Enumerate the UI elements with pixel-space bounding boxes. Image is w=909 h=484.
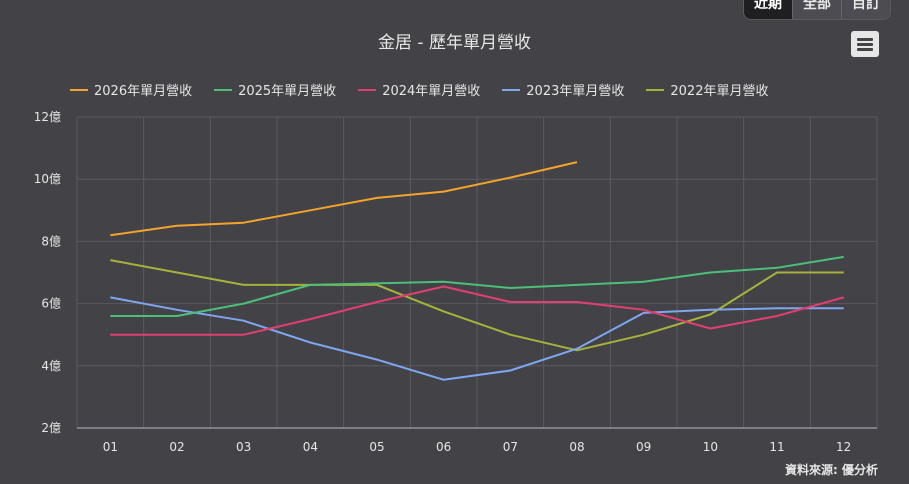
series-line-2024年單月營收	[110, 285, 844, 336]
x-tick-label: 06	[436, 440, 451, 454]
x-tick-label: 07	[503, 440, 518, 454]
tab-recent[interactable]: 近期	[744, 0, 792, 19]
x-tick-label: 11	[769, 440, 784, 454]
x-tick-label: 09	[636, 440, 651, 454]
y-tick-label: 4億	[41, 359, 61, 373]
legend-label: 2022年單月營收	[670, 84, 769, 99]
legend-item[interactable]: 2022年單月營收	[646, 80, 768, 99]
x-tick-label: 03	[236, 440, 251, 454]
series-line-2026年單月營收	[110, 161, 578, 237]
legend-item[interactable]: 2025年單月營收	[214, 80, 336, 99]
hamburger-menu-icon[interactable]	[851, 31, 879, 57]
legend-swatch	[358, 88, 377, 91]
legend-swatch	[214, 88, 233, 91]
legend-swatch	[70, 88, 88, 91]
x-tick-label: 12	[836, 440, 851, 454]
legend-label: 2026年單月營收	[94, 84, 193, 99]
y-tick-label: 2億	[41, 421, 61, 435]
legend-label: 2023年單月營收	[526, 84, 625, 99]
legend-item[interactable]: 2024年單月營收	[358, 80, 480, 99]
legend-label: 2025年單月營收	[238, 84, 337, 99]
x-tick-label: 04	[303, 440, 318, 454]
series-line-2022年單月營收	[110, 259, 844, 352]
x-tick-label: 08	[569, 440, 584, 454]
legend-label: 2024年單月營收	[382, 84, 481, 99]
legend-swatch	[646, 88, 665, 91]
chart-title: 金居 - 歷年單月營收	[378, 33, 531, 53]
y-tick-label: 6億	[41, 297, 61, 311]
y-tick-label: 8億	[41, 234, 61, 248]
series-line-2023年單月營收	[110, 296, 844, 381]
period-tabs: 近期 全部 目訂	[743, 0, 891, 20]
y-tick-label: 10億	[34, 172, 61, 186]
legend-item[interactable]: 2026年單月營收	[70, 80, 192, 99]
legend-item[interactable]: 2023年單月營收	[502, 80, 624, 99]
tab-custom[interactable]: 目訂	[841, 0, 890, 19]
x-tick-label: 10	[703, 440, 718, 454]
x-tick-label: 05	[369, 440, 384, 454]
data-source-credit: 資料來源: 優分析	[785, 463, 878, 477]
chart-legend: 2026年單月營收 2025年單月營收 2024年單月營收 2023年單月營收 2022…	[70, 80, 768, 99]
tab-all[interactable]: 全部	[792, 0, 841, 19]
series-line-2025年單月營收	[110, 255, 844, 317]
x-tick-label: 02	[169, 440, 184, 454]
legend-swatch	[502, 88, 521, 91]
y-tick-label: 12億	[34, 110, 61, 124]
x-tick-label: 01	[103, 440, 118, 454]
